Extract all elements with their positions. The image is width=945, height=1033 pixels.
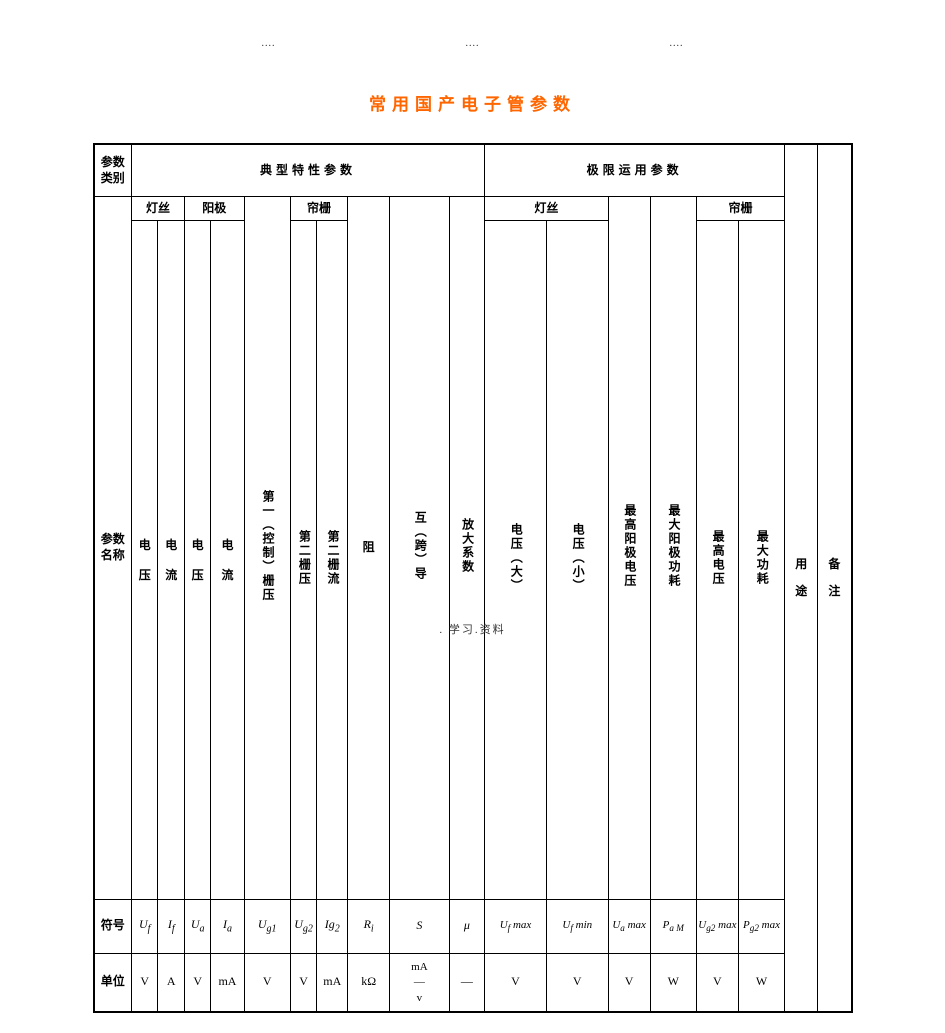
cell-unit-c11: V	[485, 953, 547, 1011]
cell-c8: 阻	[348, 197, 390, 900]
page-title: 常用国产电子管参数	[40, 90, 905, 115]
cell-unit-c6: V	[290, 953, 316, 1011]
cell-limit-header: 极限运用参数	[485, 145, 785, 197]
cell-grid2: 帘栅	[696, 197, 784, 221]
cell-unit-c15: V	[696, 953, 738, 1011]
cell-unit-c7: mA	[317, 953, 348, 1011]
header-dotted-line: .... .... ....	[0, 38, 945, 49]
cell-c13: 最高阳极电压	[608, 197, 650, 900]
table-row-subgroup: 参数 名称 灯丝 阳极 第一（控制）栅压 帘栅 阻 互（跨）导 放大系数 灯丝 …	[94, 197, 851, 221]
cell-c2: 电 流	[158, 221, 184, 900]
cell-unit-c2: A	[158, 953, 184, 1011]
cell-c4: 电 流	[211, 221, 244, 900]
cell-sym-c8: Ri	[348, 899, 390, 953]
cell-c6: 第二栅压	[290, 221, 316, 900]
cell-grid1: 帘栅	[290, 197, 347, 221]
cell-unit-c16: W	[738, 953, 784, 1011]
parameters-table-container: 参数 类别 典型特性参数 极限运用参数 用 途 备 注 参数 名称 灯丝 阳极 …	[93, 143, 853, 1013]
cell-typical-header: 典型特性参数	[132, 145, 485, 197]
cell-unit-c1: V	[132, 953, 158, 1011]
cell-unit-c3: V	[184, 953, 210, 1011]
cell-sym-c9: S	[390, 899, 450, 953]
cell-c7: 第二栅流	[317, 221, 348, 900]
header-dots-2: ....	[466, 38, 480, 49]
cell-c16: 最大功耗	[738, 221, 784, 900]
cell-remark-header: 备 注	[818, 145, 851, 1012]
cell-sym-c15: Ug2 max	[696, 899, 738, 953]
cell-unit-c4: mA	[211, 953, 244, 1011]
cell-unit-c9: mA — v	[390, 953, 450, 1011]
cell-unit-c14: W	[650, 953, 696, 1011]
cell-c15: 最高电压	[696, 221, 738, 900]
document-page: 常用国产电子管参数 参数 类别 典型特性参数 极限运用参数	[0, 0, 945, 1033]
cell-unit-c13: V	[608, 953, 650, 1011]
cell-unit-c8: kΩ	[348, 953, 390, 1011]
header-dots-3: ....	[670, 38, 684, 49]
table-row-units: 单位 V A V mA V V mA kΩ mA — v — V V V W V…	[94, 953, 851, 1011]
cell-c12: 电压（小）	[546, 221, 608, 900]
cell-c3: 电 压	[184, 221, 210, 900]
footer-text: 学习.资料	[449, 624, 506, 636]
cell-sym-c12: Uf min	[546, 899, 608, 953]
cell-c10: 放大系数	[449, 197, 484, 900]
table-row-category: 参数 类别 典型特性参数 极限运用参数 用 途 备 注	[94, 145, 851, 197]
table-row-symbols: 符号 Uf If Ua Ia Ug1 Ug2 Ig2 Ri S μ Uf max…	[94, 899, 851, 953]
cell-unit-c5: V	[244, 953, 290, 1011]
cell-symbol-label: 符号	[94, 899, 132, 953]
cell-sym-c5: Ug1	[244, 899, 290, 953]
cell-usage-header: 用 途	[785, 145, 818, 1012]
cell-c11: 电压（大）	[485, 221, 547, 900]
cell-param-name-label: 参数 名称	[94, 197, 132, 900]
cell-unit-label: 单位	[94, 953, 132, 1011]
parameters-table: 参数 类别 典型特性参数 极限运用参数 用 途 备 注 参数 名称 灯丝 阳极 …	[94, 144, 852, 1012]
cell-unit-c12: V	[546, 953, 608, 1011]
cell-anode: 阳极	[184, 197, 244, 221]
cell-sym-c6: Ug2	[290, 899, 316, 953]
cell-sym-c4: Ia	[211, 899, 244, 953]
cell-sym-c2: If	[158, 899, 184, 953]
cell-param-category: 参数 类别	[94, 145, 132, 197]
cell-filament1: 灯丝	[132, 197, 185, 221]
cell-c1: 电 压	[132, 221, 158, 900]
header-dots-1: ....	[262, 38, 276, 49]
page-footer: . 学习.资料	[0, 621, 945, 637]
cell-sym-c1: Uf	[132, 899, 158, 953]
cell-sym-c7: Ig2	[317, 899, 348, 953]
cell-c14: 最大阳极功耗	[650, 197, 696, 900]
cell-sym-c13: Ua max	[608, 899, 650, 953]
cell-c9: 互（跨）导	[390, 197, 450, 900]
cell-sym-c11: Uf max	[485, 899, 547, 953]
cell-sym-c3: Ua	[184, 899, 210, 953]
cell-sym-c14: Pa M	[650, 899, 696, 953]
cell-unit-c10: —	[449, 953, 484, 1011]
cell-c5: 第一（控制）栅压	[244, 197, 290, 900]
cell-filament2: 灯丝	[485, 197, 609, 221]
cell-sym-c10: μ	[449, 899, 484, 953]
cell-sym-c16: Pg2 max	[738, 899, 784, 953]
footer-prefix: .	[439, 624, 444, 636]
